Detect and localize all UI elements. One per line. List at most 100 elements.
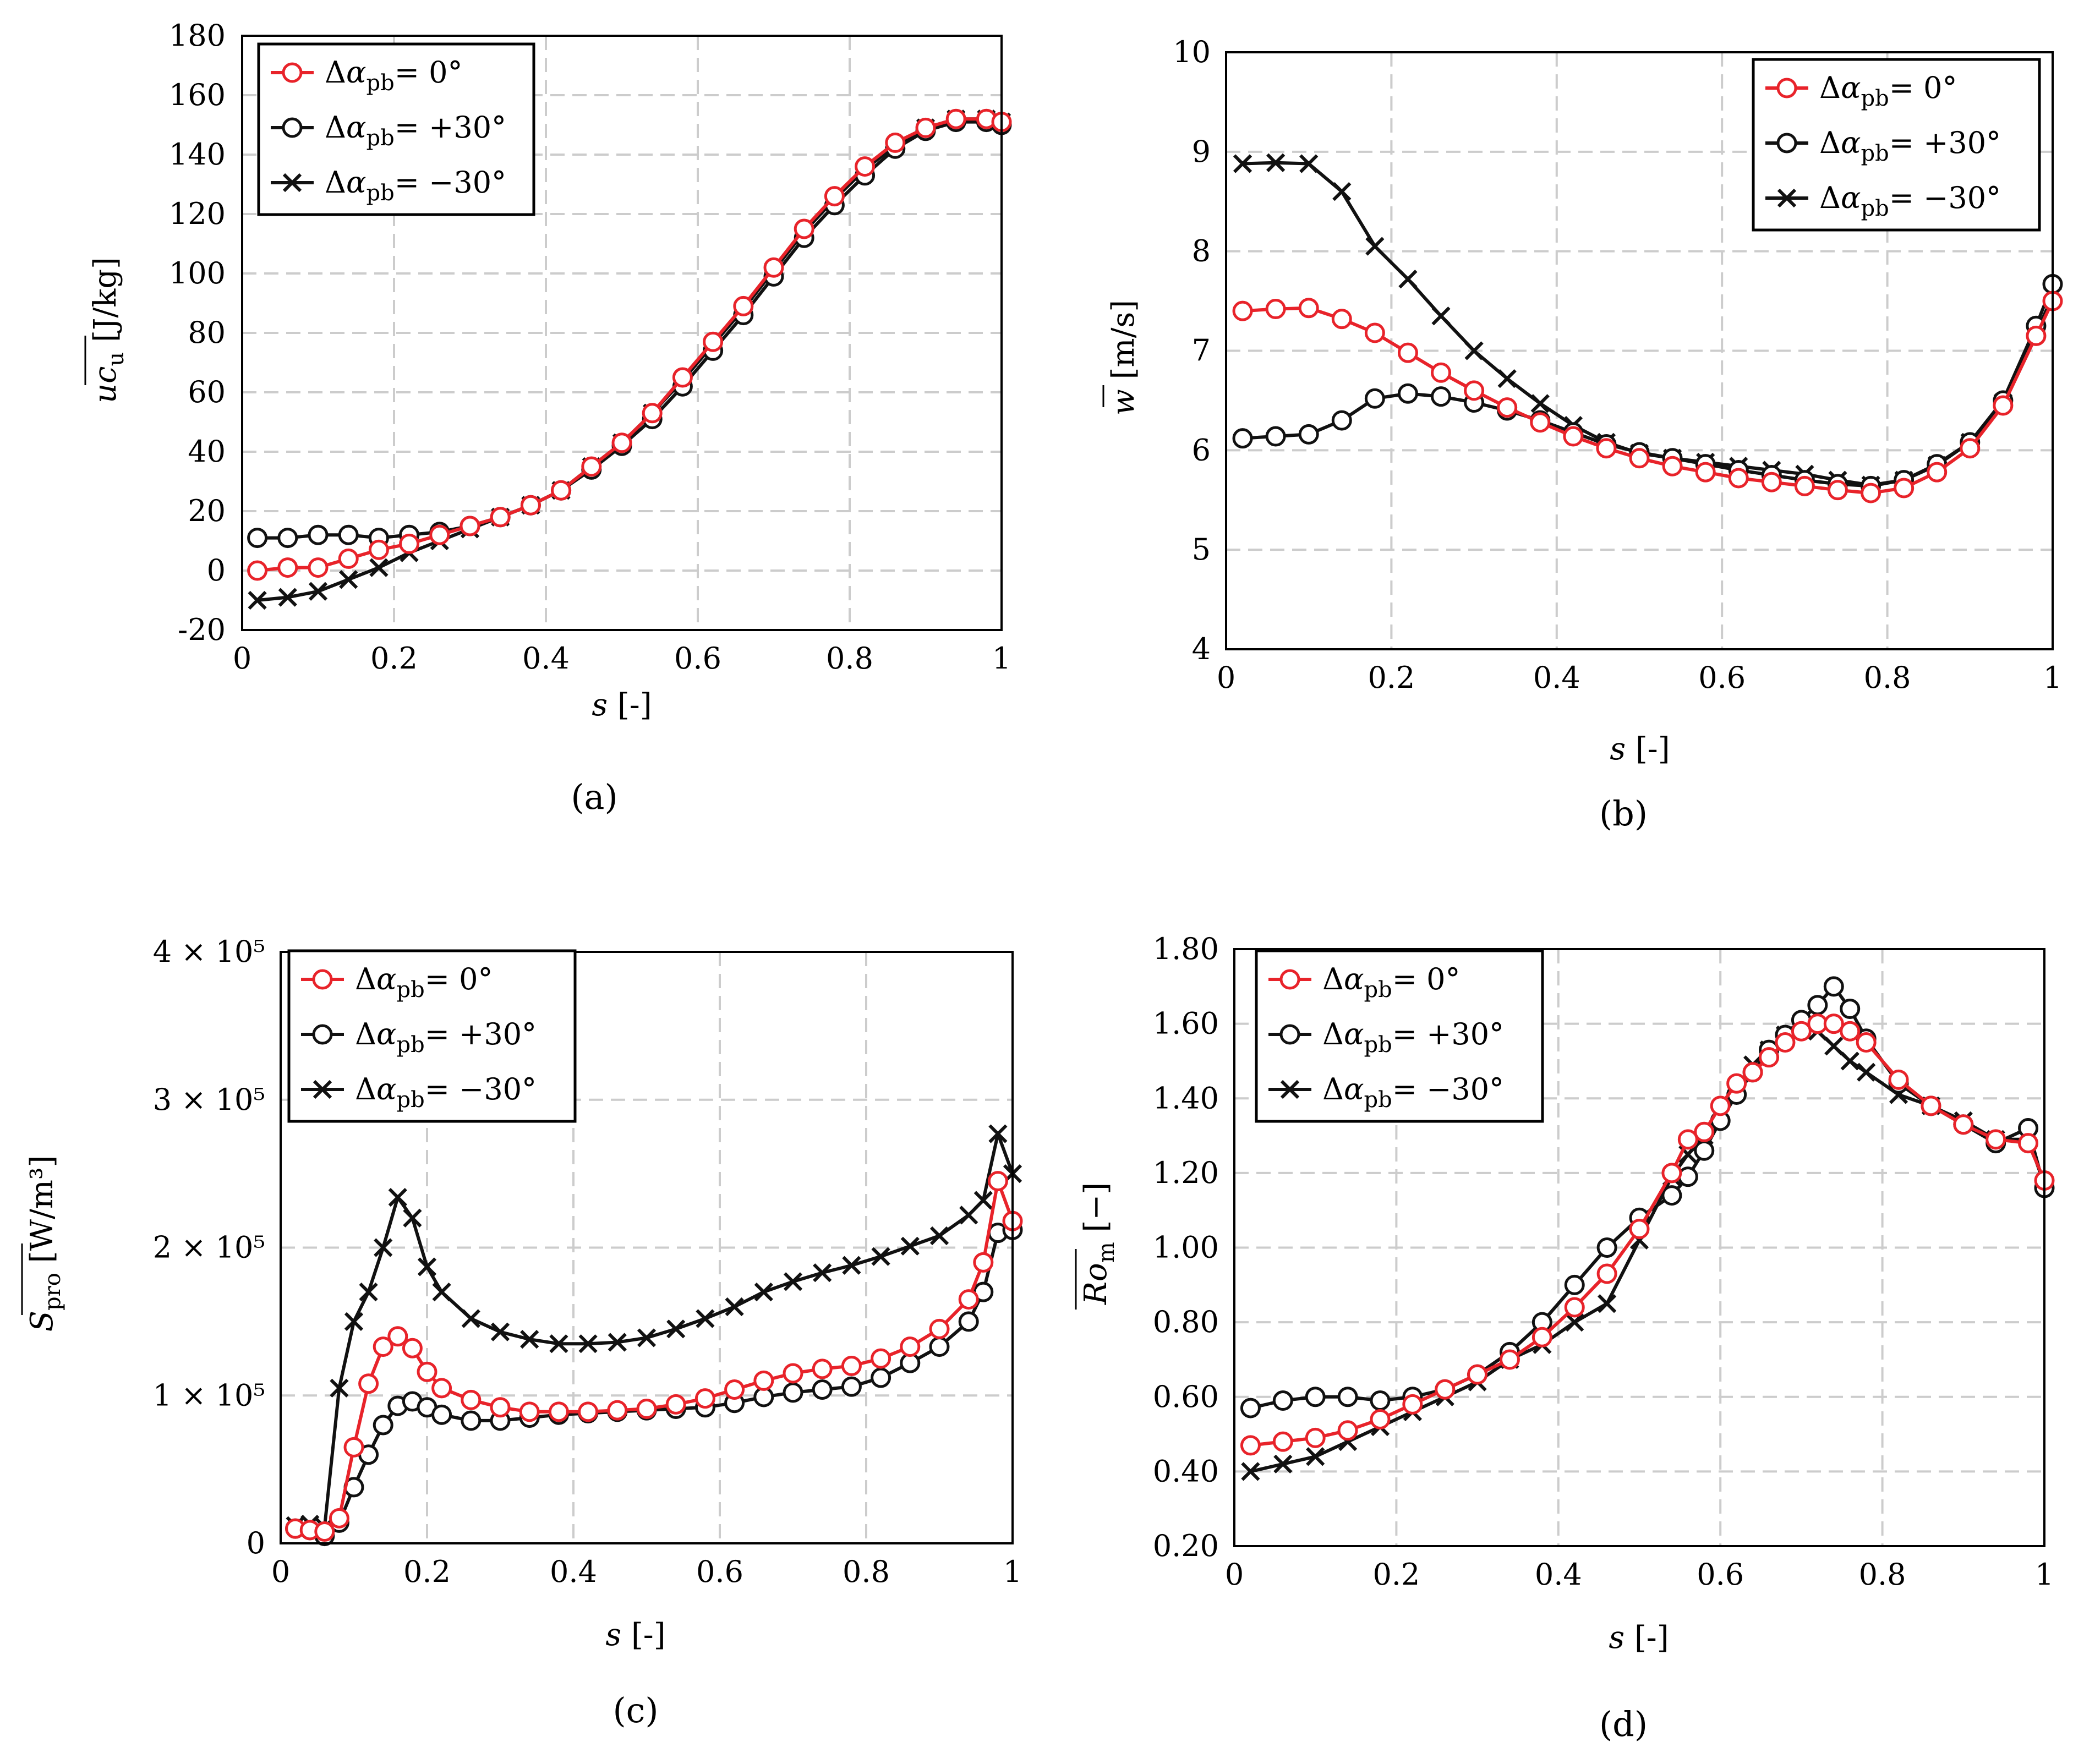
plot-frame [280,951,1014,1544]
data-point [1823,976,1844,997]
data-point [987,1171,1008,1192]
data-point [1953,1114,1974,1135]
data-point [958,1311,979,1332]
data-point [1807,995,1828,1016]
legend-label: Δαpb= 0° [1322,962,1460,1002]
data-point [813,1263,832,1283]
y-tick-label: 4 × 10⁵ [153,934,265,969]
legend-label: Δαpb= 0° [355,962,493,1002]
data-point [1661,1163,1682,1184]
data-point [1794,475,1815,496]
data-point [1761,472,1782,492]
panel-b: 0 0.2 0.4 0.6 0.8 1 4 5 6 7 8 9 10 s [-] w [m/s] (b)… [1102,35,2063,834]
data-point [1273,1454,1293,1473]
data-point [1397,342,1418,363]
svg-text:ucu [J/kg]: ucu [J/kg] [87,257,129,403]
data-point [1777,188,1797,208]
x-axis-label: s [-] [1609,1620,1669,1656]
series-line [285,1219,1023,1547]
legend-label: Δαpb= +30° [1819,125,2001,166]
panel-caption: (d) [1599,1704,1648,1744]
panel-caption: (a) [571,777,617,817]
plot-frame [1233,948,2045,1547]
data-point [403,1208,422,1228]
data-point [694,1388,715,1409]
svg-text:Rom [−]: Rom [−] [1078,1182,1119,1305]
data-point [841,1376,862,1397]
y-tick-label: 10 [1173,35,1211,69]
legend-item: Δαpb= 0° [271,55,462,96]
data-point [1728,468,1749,489]
y-tick-label: 0.40 [1153,1454,1219,1488]
data-point [1823,1014,1844,1034]
data-point [1840,999,1861,1019]
data-point [1431,362,1452,383]
data-point [1776,133,1797,154]
data-point [549,1334,568,1354]
data-point [1927,462,1948,483]
data-point [1563,426,1584,447]
data-point [703,331,724,352]
data-point [2018,1133,2039,1154]
legend-label: Δαpb= −30° [355,1072,537,1113]
y-tick-label: 7 [1192,333,1211,368]
data-point [308,582,328,601]
panel-caption: (c) [612,1690,658,1730]
y-tick-label: 1.00 [1153,1230,1219,1265]
x-tick-label: 0.6 [1698,660,1746,695]
data-point [1265,299,1286,320]
data-point [282,117,303,138]
data-point [1677,1166,1698,1187]
y-tick-label: 0.80 [1153,1305,1219,1339]
data-point [783,1363,803,1384]
y-tick-label: -20 [178,612,226,647]
data-point [248,590,267,610]
legend: Δαpb= 0° Δαpb= +30° Δαpb= −30° [287,949,577,1123]
data-point [973,1252,994,1273]
data-point [871,1247,890,1266]
data-point [959,1206,978,1225]
data-point [1332,182,1352,201]
x-tick-label: 0.8 [1864,660,1911,695]
x-tick-label: 1 [992,641,1011,676]
data-point [1467,1364,1488,1385]
data-point [1530,412,1551,433]
data-point [373,1415,393,1436]
legend-item: Δαpb= +30° [301,1017,537,1058]
series-path [295,1132,1014,1529]
x-tick-label: 0 [1217,660,1235,695]
data-point [945,108,966,129]
data-point [754,1283,773,1302]
x-axis-label: s [-] [592,687,652,723]
data-point [282,173,302,193]
legend-item: Δαpb= −30° [271,165,506,206]
legend-item: Δαpb= 0° [1765,70,1957,111]
legend-item: Δαpb= −30° [1765,180,2001,221]
data-point [1827,480,1848,501]
data-point [871,1348,891,1369]
data-point [637,1328,657,1347]
data-point [431,1378,452,1399]
series-line [1240,1014,2055,1456]
data-point [855,156,876,177]
data-point [1710,1095,1731,1116]
x-tick-label: 0.8 [1859,1557,1906,1592]
y-tick-label: 1.20 [1153,1155,1219,1190]
data-point [338,548,359,569]
data-point [1824,1037,1844,1056]
x-tick-label: 0.6 [696,1554,743,1589]
x-tick-label: 1 [1003,1554,1022,1589]
x-tick-label: 0.2 [370,641,418,676]
svg-text:Spro [W/m³]: Spro [W/m³] [24,1155,65,1332]
x-tick-label: 0.4 [522,641,570,676]
data-point [824,186,845,207]
data-point [1305,1387,1326,1407]
x-tick-label: 0.4 [1535,1557,1582,1592]
x-tick-label: 0.8 [826,641,873,676]
data-point [1306,1447,1325,1466]
data-point [1397,383,1418,404]
data-point [763,257,784,278]
data-point [388,1188,407,1207]
data-point [1564,1274,1585,1295]
